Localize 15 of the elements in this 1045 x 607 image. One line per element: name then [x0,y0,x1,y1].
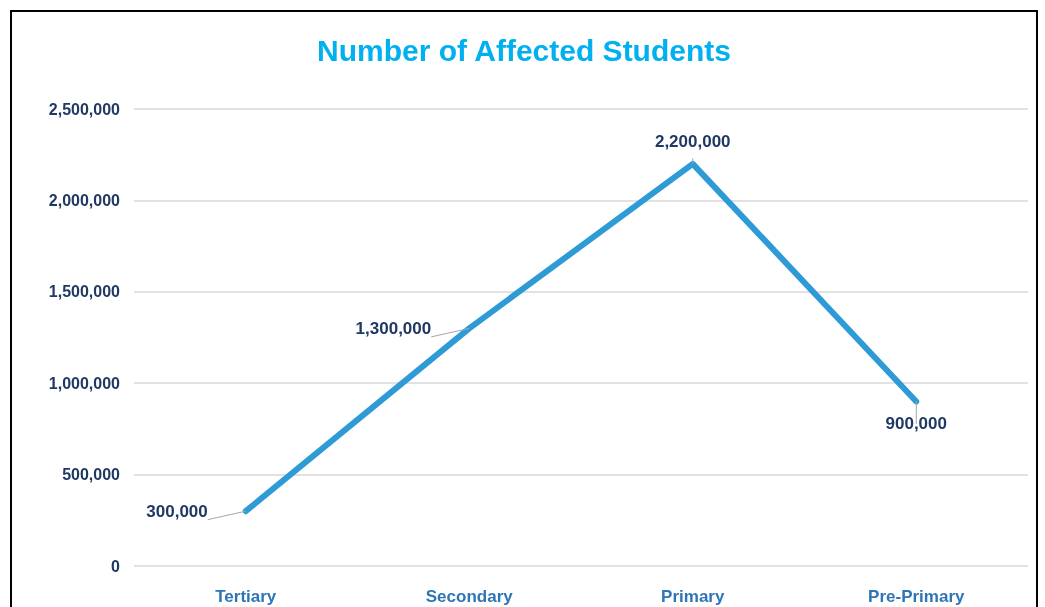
y-tick-label: 1,000,000 [48,374,121,392]
chart-title: Number of Affected Students [317,33,731,67]
y-tick-label: 2,000,000 [48,191,121,209]
y-tick-label: 2,500,000 [48,100,121,118]
y-tick-label: 0 [111,557,121,575]
data-label: 2,200,000 [654,131,731,151]
x-tick-label: Pre-Primary [868,587,965,606]
data-label: 900,000 [885,414,947,434]
data-label: 1,300,000 [355,318,432,338]
y-tick-label: 1,500,000 [48,283,121,301]
x-tick-label: Primary [661,587,725,606]
x-tick-label: Secondary [425,587,514,606]
data-label: 300,000 [146,501,208,521]
y-tick-label: 500,000 [62,466,121,484]
x-tick-label: Tertiary [215,587,277,606]
